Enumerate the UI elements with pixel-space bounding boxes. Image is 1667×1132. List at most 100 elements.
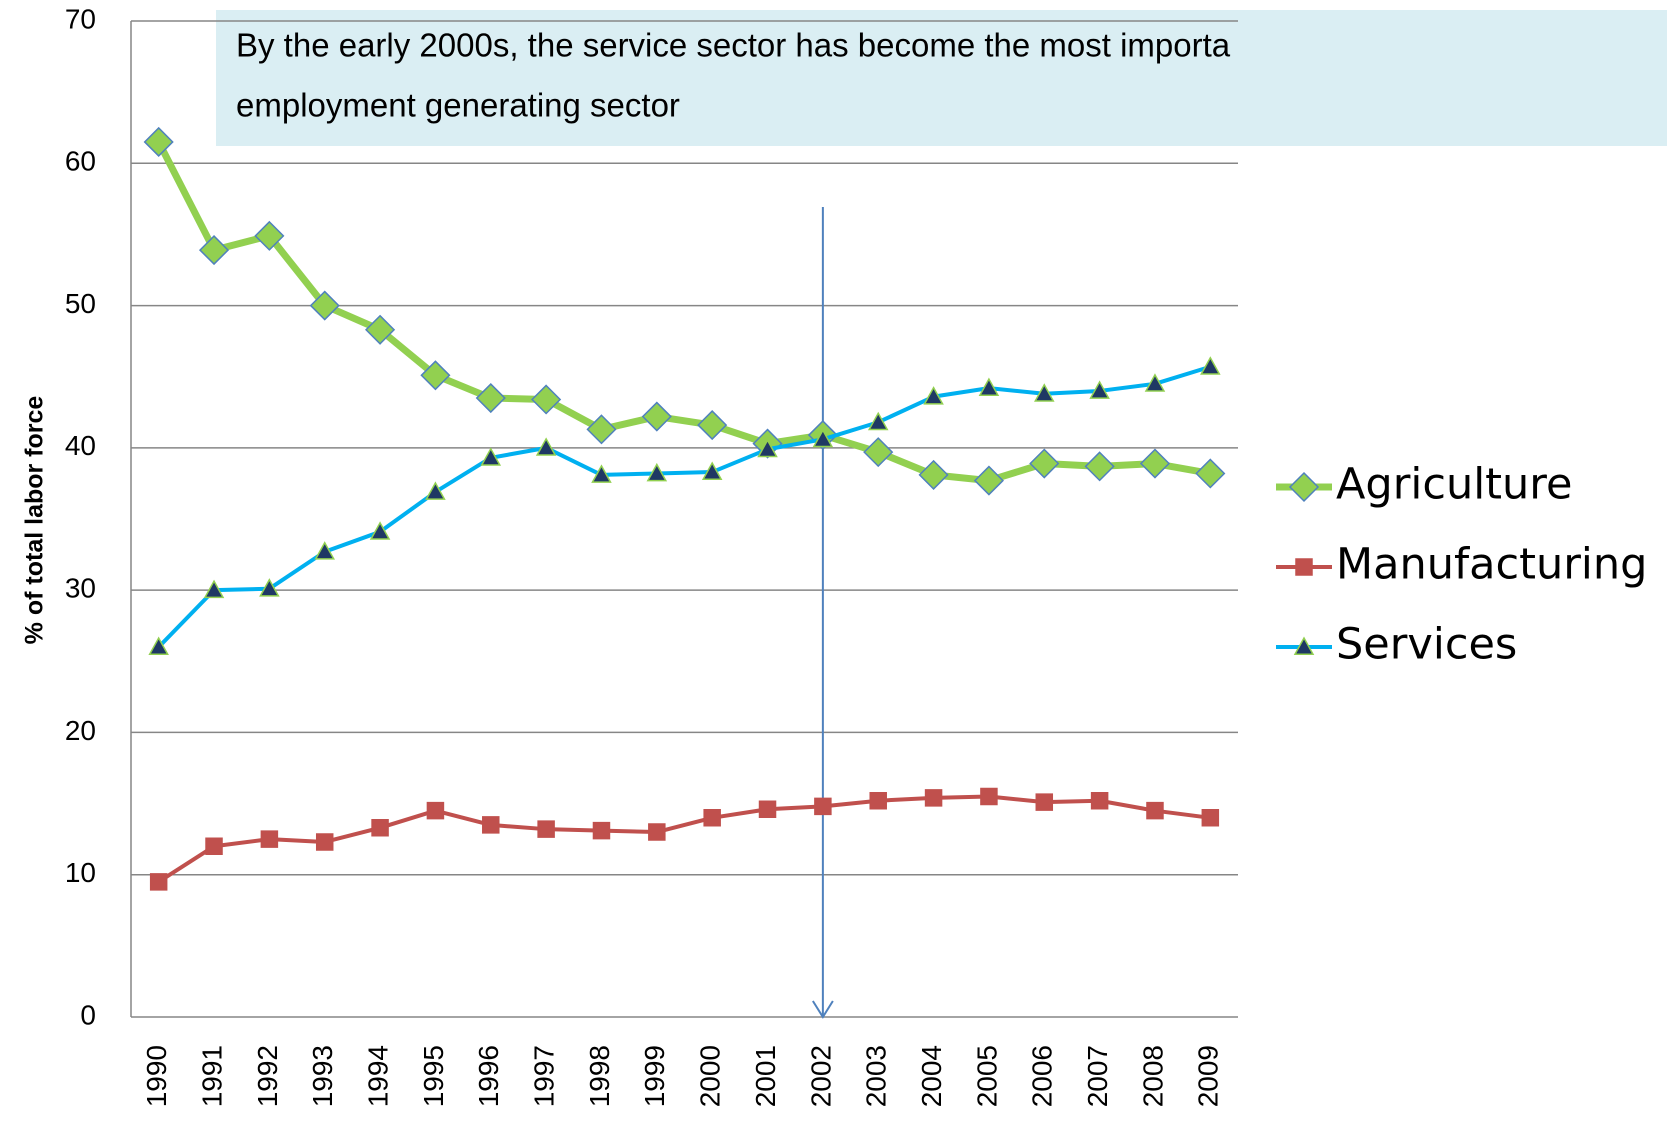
- data-point: [259, 578, 280, 597]
- data-point: [425, 481, 446, 500]
- data-point: [863, 437, 894, 468]
- x-tick-label: 2007: [1082, 1045, 1113, 1107]
- data-point: [371, 819, 389, 837]
- x-tick-label: 1992: [252, 1045, 283, 1107]
- data-point: [591, 464, 612, 483]
- data-point: [369, 521, 391, 540]
- data-point: [923, 386, 944, 405]
- data-point: [758, 800, 777, 819]
- data-point: [205, 837, 223, 856]
- data-point: [918, 459, 949, 490]
- x-tick-label: 1995: [418, 1045, 449, 1107]
- x-tick-label: 1997: [529, 1045, 560, 1107]
- x-tick-label: 2008: [1137, 1045, 1168, 1107]
- y-tick-label: 70: [65, 3, 96, 34]
- legend-label: Manufacturing: [1336, 540, 1647, 590]
- data-point: [869, 791, 887, 810]
- x-tick-label: 2005: [971, 1045, 1002, 1107]
- data-point: [980, 787, 998, 806]
- data-point: [149, 873, 168, 891]
- data-point: [1089, 380, 1110, 399]
- x-tick-label: 1999: [639, 1045, 670, 1107]
- data-point: [309, 290, 340, 321]
- x-tick-label: 2009: [1193, 1045, 1224, 1107]
- y-axis-label: % of total labor force: [21, 396, 49, 645]
- x-tick-label: 1998: [584, 1045, 615, 1107]
- annotation-line: employment generating sector: [236, 87, 680, 124]
- data-point: [480, 447, 502, 466]
- x-tick-label: 2004: [916, 1045, 947, 1107]
- data-point: [648, 823, 666, 841]
- data-point: [315, 833, 334, 851]
- y-tick-label: 0: [80, 999, 96, 1030]
- data-point: [537, 820, 555, 838]
- legend-marker: [1288, 471, 1320, 503]
- legend-label: Agriculture: [1336, 460, 1572, 510]
- legend-marker: [1293, 636, 1315, 655]
- annotation-box: [216, 10, 1667, 146]
- y-tick-label: 10: [65, 857, 96, 888]
- x-tick-label: 2006: [1027, 1045, 1058, 1107]
- x-tick-label: 2002: [805, 1045, 836, 1107]
- data-point: [703, 809, 721, 827]
- legend-label: Services: [1336, 620, 1517, 670]
- data-point: [701, 461, 723, 480]
- data-point: [420, 360, 451, 391]
- data-point: [973, 465, 1004, 496]
- legend-marker: [1295, 558, 1313, 576]
- x-tick-label: 1994: [362, 1045, 393, 1107]
- data-point: [1200, 356, 1221, 375]
- data-point: [1146, 801, 1164, 820]
- x-tick-label: 2000: [695, 1045, 726, 1107]
- data-point: [1201, 809, 1220, 827]
- data-point: [646, 462, 668, 482]
- data-point: [1090, 791, 1109, 810]
- data-point: [592, 821, 611, 840]
- data-point: [641, 401, 672, 432]
- data-point: [1035, 793, 1054, 811]
- y-tick-label: 40: [65, 430, 96, 461]
- data-point: [924, 789, 943, 807]
- data-point: [314, 541, 335, 560]
- data-point: [475, 382, 506, 414]
- x-tick-label: 1991: [196, 1045, 227, 1107]
- x-tick-label: 1996: [473, 1045, 504, 1107]
- data-point: [1139, 448, 1171, 479]
- data-point: [1084, 451, 1115, 482]
- data-point: [697, 410, 728, 441]
- data-point: [148, 636, 169, 656]
- data-point: [143, 126, 174, 158]
- series-line: [157, 794, 1211, 884]
- x-tick-label: 2003: [861, 1045, 892, 1107]
- data-point: [535, 437, 557, 456]
- data-point: [978, 377, 1000, 397]
- x-tick-label: 2001: [750, 1045, 781, 1107]
- data-point: [1029, 448, 1060, 479]
- data-point: [1034, 383, 1055, 402]
- x-tick-label: 1990: [141, 1045, 172, 1107]
- arrow-head: [812, 1000, 834, 1019]
- data-point: [203, 579, 225, 599]
- data-point: [867, 411, 889, 431]
- y-tick-label: 20: [65, 715, 96, 746]
- x-tick-label: 1993: [307, 1045, 338, 1107]
- data-point: [426, 801, 445, 820]
- data-point: [812, 428, 834, 448]
- data-point: [757, 438, 778, 458]
- data-point: [254, 220, 285, 251]
- data-point: [1195, 458, 1226, 489]
- data-point: [260, 830, 279, 848]
- y-tick-label: 50: [65, 288, 96, 319]
- data-point: [531, 384, 562, 415]
- series-line: [157, 364, 1211, 649]
- data-point: [365, 314, 396, 345]
- data-point: [586, 414, 617, 445]
- data-point: [482, 816, 500, 834]
- y-tick-label: 60: [65, 146, 96, 177]
- data-point: [814, 797, 832, 816]
- y-tick-label: 30: [65, 573, 96, 604]
- data-point: [1144, 373, 1166, 392]
- data-point: [198, 235, 230, 266]
- annotation-line: By the early 2000s, the service sector h…: [236, 27, 1231, 64]
